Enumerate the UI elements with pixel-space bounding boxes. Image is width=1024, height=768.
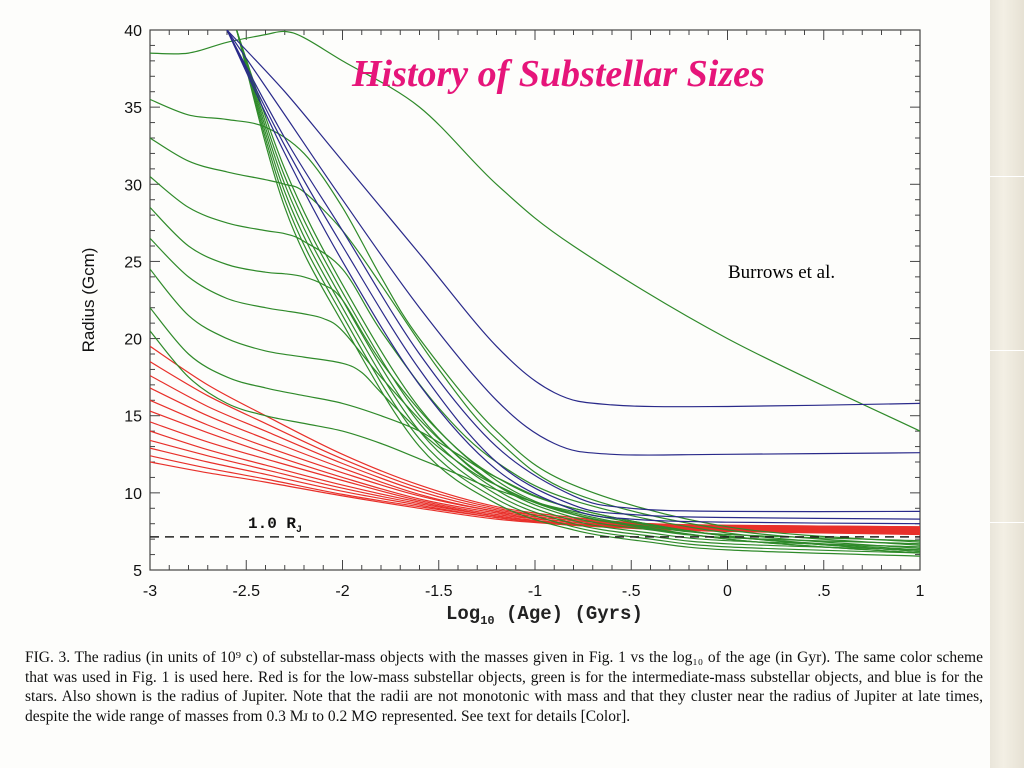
x-tick-label: -3 bbox=[143, 583, 157, 600]
red-mass-track-line bbox=[150, 439, 920, 533]
page-edge-strip bbox=[990, 0, 1024, 768]
tick-marks bbox=[149, 29, 921, 571]
red-mass-track-line bbox=[150, 410, 920, 531]
blue-mass-track-line bbox=[226, 30, 920, 513]
green-mass-track-line bbox=[150, 268, 920, 554]
red-mass-track-line bbox=[150, 455, 920, 535]
jupiter-label-main: 1.0 R bbox=[248, 515, 297, 533]
y-axis-label: Radius (Gcm) bbox=[79, 195, 99, 353]
green-mass-track-line bbox=[150, 330, 920, 551]
x-tick-label: 0 bbox=[723, 583, 732, 600]
y-tick-label: 5 bbox=[133, 563, 142, 580]
series-lines bbox=[150, 30, 920, 557]
y-tick-label: 10 bbox=[124, 486, 142, 503]
edge-divider bbox=[990, 522, 1024, 523]
x-tick-label: 1 bbox=[916, 583, 925, 600]
x-tick-label: -2.5 bbox=[232, 583, 260, 600]
y-tick-label: 15 bbox=[124, 409, 142, 426]
green-mass-track-line bbox=[150, 307, 920, 553]
y-axis-label-text: Radius (Gcm) bbox=[79, 247, 98, 353]
green-mass-track-line bbox=[150, 137, 920, 546]
green-mass-track-line bbox=[236, 30, 920, 548]
edge-divider bbox=[990, 176, 1024, 177]
slide-title: History of Substellar Sizes bbox=[352, 53, 765, 95]
edge-divider bbox=[990, 350, 1024, 351]
x-axis-label-rest: (Age) (Gyrs) bbox=[494, 603, 643, 625]
y-tick-label: 30 bbox=[124, 177, 142, 194]
green-mass-track-line bbox=[150, 176, 920, 549]
x-tick-label: -1 bbox=[528, 583, 542, 600]
green-mass-track-line bbox=[236, 30, 920, 554]
y-tick-label: 25 bbox=[124, 254, 142, 271]
red-mass-track-line bbox=[150, 345, 920, 528]
x-tick-label: -2 bbox=[335, 583, 349, 600]
green-mass-track-line bbox=[150, 98, 920, 543]
green-mass-track-line bbox=[150, 30, 920, 432]
green-mass-track-line bbox=[236, 30, 920, 551]
green-mass-track-line bbox=[150, 237, 920, 554]
y-tick-label: 20 bbox=[124, 332, 142, 349]
red-mass-track-line bbox=[150, 461, 920, 536]
x-axis-label: Log10 (Age) (Gyrs) bbox=[446, 603, 643, 628]
y-tick-label: 40 bbox=[124, 23, 142, 40]
x-tick-label: -.5 bbox=[622, 583, 641, 600]
x-tick-label: -1.5 bbox=[425, 583, 453, 600]
figure-caption: FIG. 3. The radius (in units of 10⁹ c) o… bbox=[25, 649, 983, 725]
blue-mass-track-line bbox=[226, 30, 920, 520]
x-tick-label: .5 bbox=[817, 583, 830, 600]
x-axis-label-sub: 10 bbox=[480, 613, 495, 628]
blue-mass-track-line bbox=[226, 30, 920, 408]
plot-frame bbox=[149, 29, 921, 571]
jupiter-radius-label: 1.0 RJ bbox=[248, 515, 302, 536]
y-tick-label: 35 bbox=[124, 100, 142, 117]
red-mass-track-line bbox=[150, 387, 920, 529]
x-axis-label-main: Log bbox=[446, 603, 481, 625]
blue-mass-track-line bbox=[226, 30, 920, 456]
credit-label: Burrows et al. bbox=[728, 262, 836, 283]
green-mass-track-line bbox=[236, 30, 920, 545]
green-mass-track-line bbox=[236, 30, 920, 557]
green-mass-track-line bbox=[150, 206, 920, 553]
jupiter-label-sub: J bbox=[296, 525, 303, 537]
blue-mass-track-line bbox=[226, 30, 920, 525]
